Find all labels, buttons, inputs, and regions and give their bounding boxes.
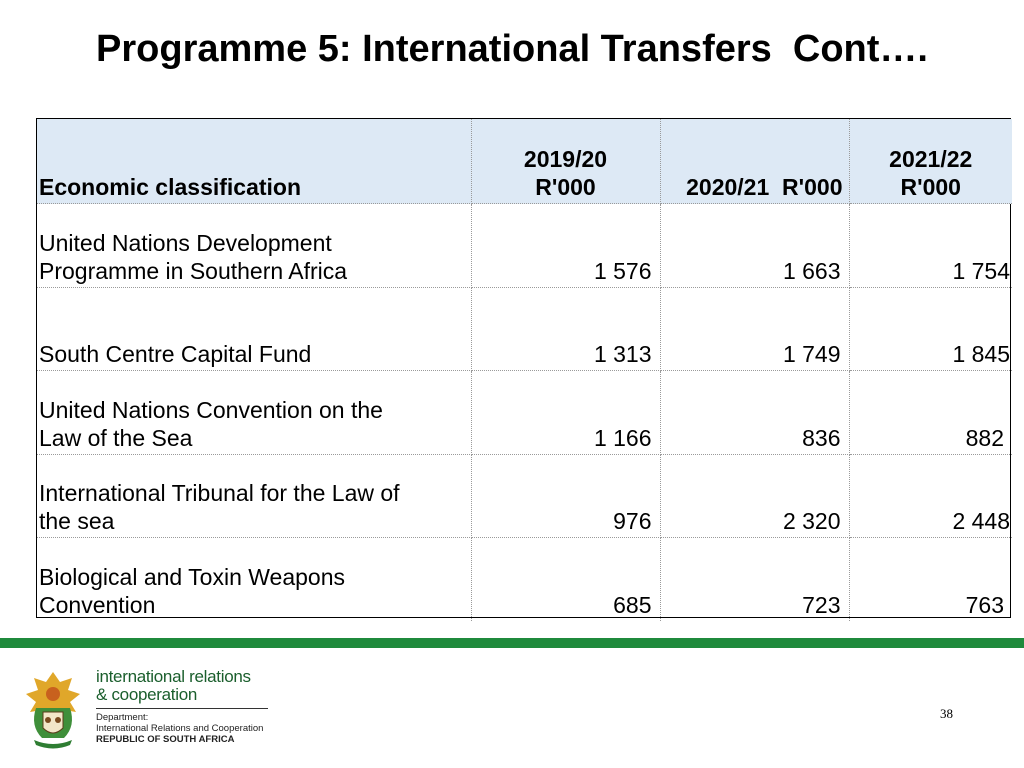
classification-table: Economic classification 2019/20 R'000 20… <box>36 118 1012 621</box>
header-2021-22: 2021/22 R'000 <box>849 119 1012 204</box>
department-branding: international relations & cooperation De… <box>96 668 276 745</box>
value-2019-20: 685 <box>471 537 661 621</box>
row-label: South Centre Capital Fund <box>37 287 472 371</box>
row-label: United Nations Development Programme in … <box>37 203 472 288</box>
value-2021-22: 1 845 <box>849 287 1012 371</box>
value-2021-22: 2 448 <box>849 454 1012 538</box>
table-row: Biological and Toxin Weapons Convention … <box>37 537 1012 621</box>
brand-line-2: & cooperation <box>96 685 198 704</box>
header-2020-21: 2020/21 R'000 <box>660 119 850 204</box>
coat-of-arms-icon <box>26 672 80 749</box>
header-2019-20: 2019/20 R'000 <box>471 119 661 204</box>
value-2021-22: 882 <box>849 370 1012 455</box>
value-2019-20: 1 576 <box>471 203 661 288</box>
row-label: United Nations Convention on the Law of … <box>37 370 472 455</box>
department-label: Department: <box>96 712 149 723</box>
value-2020-21: 1 663 <box>660 203 850 288</box>
row-label: Biological and Toxin Weapons Convention <box>37 537 472 621</box>
value-2020-21: 723 <box>660 537 850 621</box>
value-2020-21: 836 <box>660 370 850 455</box>
table-row: United Nations Development Programme in … <box>37 203 1012 288</box>
header-economic-classification: Economic classification <box>37 119 472 204</box>
table-header-row: Economic classification 2019/20 R'000 20… <box>37 119 1012 204</box>
brand-divider <box>96 708 268 709</box>
table-row: International Tribunal for the Law of th… <box>37 454 1012 538</box>
value-2019-20: 1 166 <box>471 370 661 455</box>
value-2020-21: 2 320 <box>660 454 850 538</box>
footer-divider-bar <box>0 638 1024 648</box>
value-2019-20: 1 313 <box>471 287 661 371</box>
value-2019-20: 976 <box>471 454 661 538</box>
slide-title: Programme 5: International Transfers Con… <box>96 28 928 70</box>
department-name: International Relations and Cooperation <box>96 723 264 734</box>
table-row: South Centre Capital Fund 1 313 1 749 1 … <box>37 287 1012 371</box>
value-2021-22: 1 754 <box>849 203 1012 288</box>
value-2020-21: 1 749 <box>660 287 850 371</box>
page-number: 38 <box>940 706 953 721</box>
country-name: REPUBLIC OF SOUTH AFRICA <box>96 734 235 745</box>
brand-line-1: international relations <box>96 667 251 686</box>
row-label: International Tribunal for the Law of th… <box>37 454 472 538</box>
value-2021-22: 763 <box>965 592 1004 618</box>
table-row: United Nations Convention on the Law of … <box>37 370 1012 455</box>
